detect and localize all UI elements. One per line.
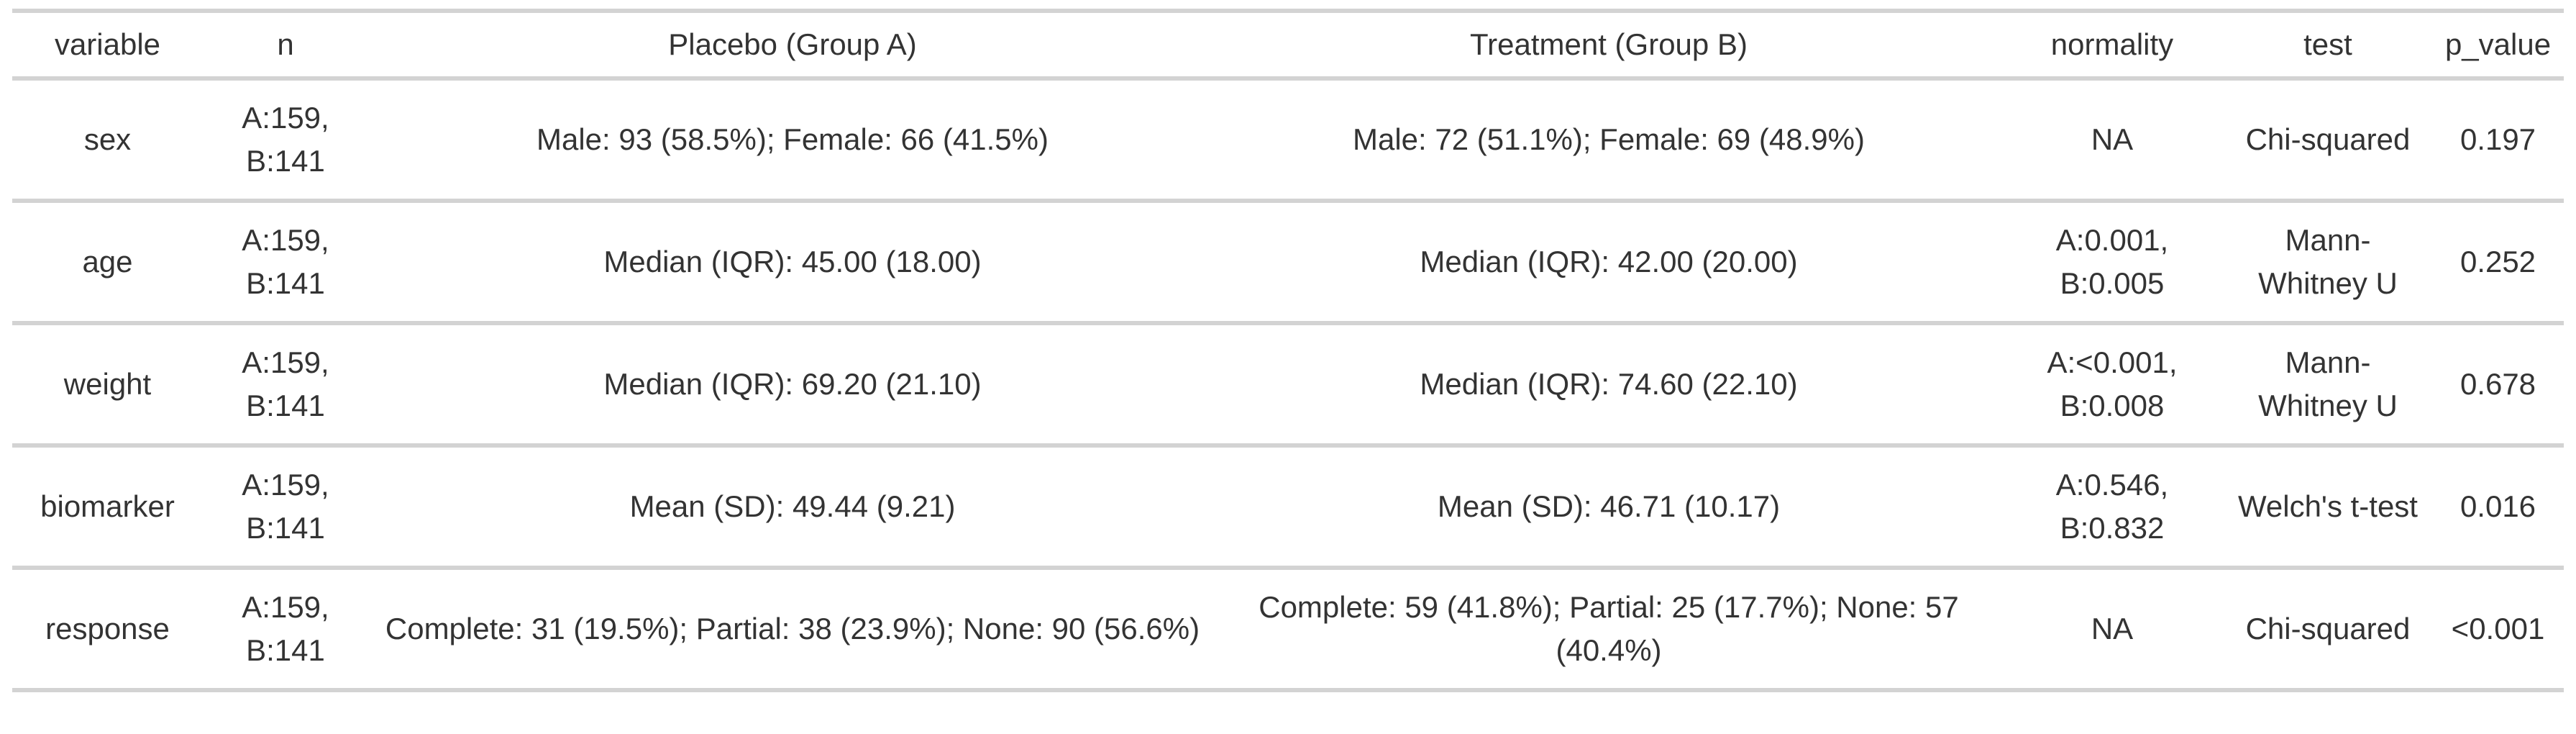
table-header: variable n Placebo (Group A) Treatment (… <box>12 11 2564 78</box>
cell-treatment: Male: 72 (51.1%); Female: 69 (48.9%) <box>1353 122 1865 156</box>
cell-test: Welch's t-test <box>2238 489 2418 523</box>
summary-table-container: variable n Placebo (Group A) Treatment (… <box>12 9 2564 692</box>
header-cell-treatment: Treatment (Group B) <box>1470 27 1748 61</box>
cell-p-value: 0.252 <box>2459 245 2536 278</box>
cell-n: A:159, B:141 <box>242 101 329 178</box>
header-cell-variable: variable <box>54 27 161 61</box>
cell-variable: age <box>82 245 133 278</box>
table-row: weight A:159, B:141 Median (IQR): 69.20 … <box>12 323 2564 445</box>
cell-treatment: Median (IQR): 74.60 (22.10) <box>1420 367 1798 401</box>
cell-test: Chi-squared <box>2245 612 2411 645</box>
cell-variable: response <box>45 612 170 645</box>
cell-p-value: <0.001 <box>2451 612 2545 645</box>
cell-test: Chi-squared <box>2245 122 2411 156</box>
header-cell-normality: normality <box>2050 27 2174 61</box>
cell-normality: NA <box>2091 612 2134 645</box>
cell-placebo: Male: 93 (58.5%); Female: 66 (41.5%) <box>536 122 1049 156</box>
cell-p-value: 0.197 <box>2459 122 2536 156</box>
header-cell-test: test <box>2303 27 2352 61</box>
cell-placebo: Median (IQR): 69.20 (21.10) <box>603 367 982 401</box>
cell-n: A:159, B:141 <box>242 590 329 667</box>
group-comparison-table: variable n Placebo (Group A) Treatment (… <box>12 9 2564 692</box>
table-row: biomarker A:159, B:141 Mean (SD): 49.44 … <box>12 445 2564 568</box>
cell-p-value: 0.678 <box>2459 367 2536 401</box>
cell-normality: A:0.001, B:0.005 <box>2055 223 2169 300</box>
table-row: response A:159, B:141 Complete: 31 (19.5… <box>12 568 2564 690</box>
cell-test: Mann-Whitney U <box>2258 223 2398 300</box>
header-cell-p-value: p_value <box>2444 27 2552 61</box>
cell-n: A:159, B:141 <box>242 223 329 300</box>
table-body: sex A:159, B:141 Male: 93 (58.5%); Femal… <box>12 78 2564 690</box>
cell-placebo: Mean (SD): 49.44 (9.21) <box>629 489 956 523</box>
cell-treatment: Mean (SD): 46.71 (10.17) <box>1437 489 1781 523</box>
cell-placebo: Median (IQR): 45.00 (18.00) <box>603 245 982 278</box>
header-cell-n: n <box>277 27 294 61</box>
table-row: sex A:159, B:141 Male: 93 (58.5%); Femal… <box>12 78 2564 201</box>
cell-normality: A:0.546, B:0.832 <box>2055 468 2169 545</box>
table-row: age A:159, B:141 Median (IQR): 45.00 (18… <box>12 201 2564 323</box>
cell-normality: A:<0.001, B:0.008 <box>2047 345 2178 422</box>
cell-normality: NA <box>2091 122 2134 156</box>
header-row: variable n Placebo (Group A) Treatment (… <box>12 11 2564 78</box>
cell-treatment: Complete: 59 (41.8%); Partial: 25 (17.7%… <box>1259 590 1959 667</box>
cell-n: A:159, B:141 <box>242 468 329 545</box>
cell-variable: sex <box>83 122 132 156</box>
cell-variable: weight <box>63 367 152 401</box>
cell-p-value: 0.016 <box>2459 489 2536 523</box>
header-cell-placebo: Placebo (Group A) <box>668 27 917 61</box>
cell-treatment: Median (IQR): 42.00 (20.00) <box>1420 245 1798 278</box>
cell-variable: biomarker <box>40 489 175 523</box>
cell-test: Mann-Whitney U <box>2258 345 2398 422</box>
cell-n: A:159, B:141 <box>242 345 329 422</box>
cell-placebo: Complete: 31 (19.5%); Partial: 38 (23.9%… <box>385 612 1200 645</box>
